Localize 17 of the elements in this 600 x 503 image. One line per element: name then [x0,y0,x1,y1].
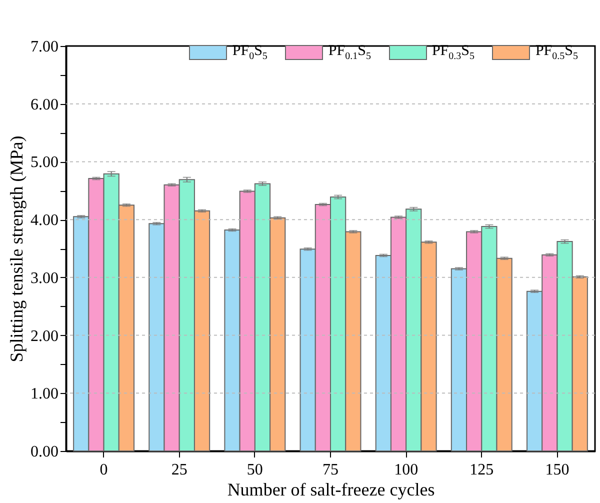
x-tick-label: 150 [545,462,570,478]
y-axis-title: Splitting tensile strength (MPa) [6,136,26,362]
x-tick-label: 0 [100,462,108,478]
y-tick-label: 4.00 [30,212,58,230]
y-tick-label: 7.00 [30,38,58,56]
x-tick-label: 25 [171,462,188,478]
y-tick-label: 5.00 [30,154,58,172]
x-tick-label: 100 [394,462,418,478]
x-tick-label: 75 [322,462,338,478]
y-tick-label: 6.00 [30,96,58,114]
x-tick-label: 50 [246,462,263,478]
x-axis-title: Number of salt-freeze cycles [227,480,435,500]
y-tick-label: 0.00 [30,444,58,460]
x-tick-label: 125 [470,462,494,478]
y-tick-label: 2.00 [30,328,58,345]
y-tick-label: 3.00 [30,270,58,287]
y-tick-label: 1.00 [30,386,58,403]
